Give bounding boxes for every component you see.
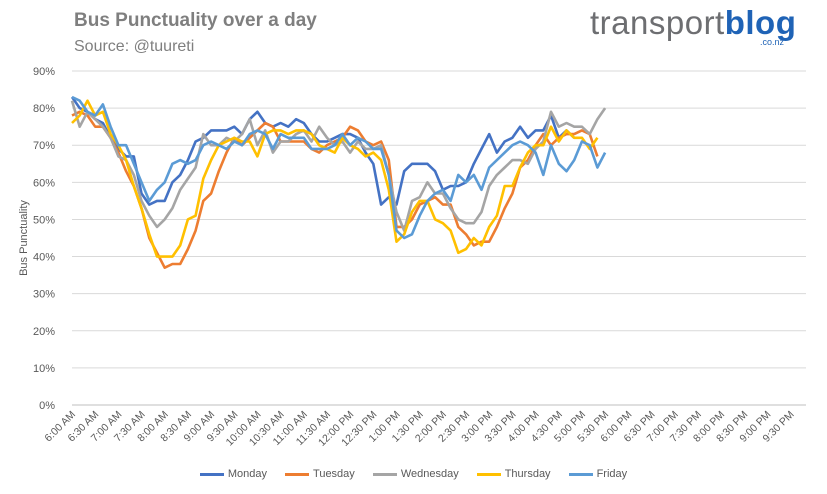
y-tick-label: 20% <box>33 326 55 338</box>
legend-swatch <box>199 472 224 476</box>
x-axis-tick-labels: 6:00 AM6:30 AM7:00 AM7:30 AM8:00 AM8:30 … <box>42 409 796 449</box>
series-line-thursday <box>71 99 599 258</box>
legend-swatch <box>568 472 593 476</box>
legend-item-tuesday: Tuesday <box>285 468 355 480</box>
y-tick-label: 10% <box>33 363 55 375</box>
legend-label: Thursday <box>504 468 551 480</box>
logo-main-text: transport <box>590 4 725 41</box>
y-tick-label: 70% <box>33 140 55 152</box>
series-line-monday <box>70 96 576 206</box>
logo-accent-text: blog <box>724 4 797 41</box>
legend-swatch <box>372 472 397 476</box>
y-axis-tick-labels: 0% 10% 20% 30% 40% 50% 60% 70% 80% 90% <box>33 66 55 412</box>
series-line-wednesday <box>70 100 607 232</box>
series-lines <box>70 95 607 270</box>
logo-suffix-text: .co.nz <box>759 37 784 47</box>
legend-label: Wednesday <box>400 468 459 480</box>
chart-subtitle: Source: @tuureti <box>74 38 195 55</box>
legend-item-thursday: Thursday <box>476 468 551 480</box>
legend-item-wednesday: Wednesday <box>372 468 459 480</box>
legend-swatch <box>476 472 501 476</box>
series-line-tuesday <box>71 110 599 270</box>
y-tick-label: 40% <box>33 252 55 264</box>
y-tick-label: 90% <box>33 66 55 78</box>
y-tick-label: 60% <box>33 177 55 189</box>
gridlines <box>72 70 806 406</box>
chart-legend: Monday Tuesday Wednesday Thursday Friday <box>0 468 827 480</box>
y-tick-label: 80% <box>33 103 55 115</box>
series-line-friday <box>71 95 607 240</box>
chart-title: Bus Punctuality over a day <box>74 10 317 31</box>
legend-label: Friday <box>596 468 628 480</box>
y-tick-label: 50% <box>33 214 55 226</box>
legend-label: Tuesday <box>313 468 355 480</box>
y-tick-label: 30% <box>33 289 55 301</box>
legend-item-monday: Monday <box>199 468 268 480</box>
legend-swatch <box>285 472 310 476</box>
legend-item-friday: Friday <box>568 468 628 480</box>
legend-label: Monday <box>227 468 268 480</box>
y-axis-label: Bus Punctuality <box>18 200 30 276</box>
brand-logo: transportblog .co.nz <box>590 4 810 50</box>
y-tick-label: 0% <box>39 400 55 412</box>
